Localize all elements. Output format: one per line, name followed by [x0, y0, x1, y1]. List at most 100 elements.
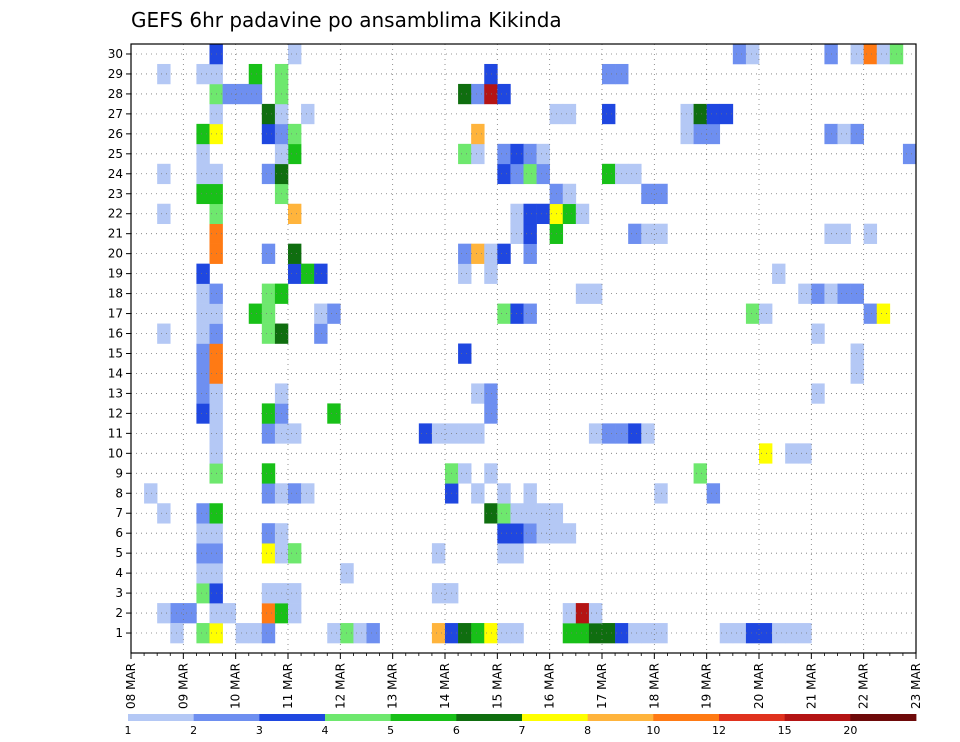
heatmap-cell: [837, 123, 851, 145]
heatmap-cell: [196, 543, 210, 564]
heatmap-cell: [510, 223, 524, 244]
heatmap-cell: [772, 263, 786, 284]
heatmap-cell: [418, 423, 433, 444]
heatmap-cell: [196, 163, 210, 185]
heatmap-cell: [497, 143, 511, 165]
heatmap-cell: [510, 143, 524, 165]
heatmap-cell: [706, 483, 721, 504]
heatmap-cell: [811, 383, 825, 404]
heatmap-cell: [301, 483, 315, 504]
x-tick-label: 15 MAR: [490, 663, 504, 709]
heatmap-cell: [588, 623, 603, 644]
y-tick-label: 3: [115, 586, 123, 600]
heatmap-cell: [327, 403, 341, 424]
y-tick-label: 15: [108, 346, 123, 360]
heatmap-cell: [366, 623, 380, 644]
heatmap-cell: [523, 143, 537, 165]
heatmap-cell: [458, 343, 472, 364]
heatmap-cell: [497, 503, 511, 524]
heatmap-cell: [641, 183, 655, 205]
heatmap-cell: [458, 83, 472, 105]
x-tick-label: 21 MAR: [804, 663, 818, 709]
heatmap-cell: [497, 243, 511, 264]
heatmap-cell: [863, 223, 878, 244]
heatmap-cell: [261, 403, 276, 424]
heatmap-cell: [575, 623, 590, 644]
y-tick-label: 8: [115, 486, 123, 500]
heatmap-cell: [353, 623, 367, 644]
heatmap-cell: [523, 163, 537, 185]
heatmap-cell: [261, 523, 276, 544]
heatmap-cell: [484, 263, 498, 284]
y-tick-label: 6: [115, 526, 123, 540]
x-tick-label: 23 MAR: [909, 663, 923, 709]
colorbar-swatch: [259, 714, 326, 721]
heatmap-cell: [811, 283, 825, 304]
heatmap-cell: [157, 163, 171, 185]
heatmap-cell: [261, 243, 276, 264]
heatmap-cell: [196, 143, 210, 165]
heatmap-cell: [261, 123, 276, 145]
heatmap-cell: [575, 203, 590, 225]
heatmap-cell: [562, 203, 577, 225]
heatmap-cell: [693, 463, 707, 484]
x-tick-label: 09 MAR: [176, 663, 190, 709]
heatmap-cell: [523, 523, 537, 544]
heatmap-cell: [628, 623, 642, 644]
heatmap-cell: [562, 603, 577, 624]
y-tick-label: 27: [108, 107, 123, 121]
heatmap-cell: [288, 123, 302, 145]
heatmap-cell: [523, 223, 537, 244]
y-tick-label: 7: [115, 506, 123, 520]
y-tick-label: 18: [108, 287, 123, 301]
heatmap-cell: [628, 423, 642, 444]
colorbar-label: 15: [778, 724, 792, 737]
heatmap-cell: [314, 323, 328, 344]
heatmap-cell: [484, 83, 498, 105]
heatmap-cell: [811, 323, 825, 344]
y-tick-label: 11: [108, 426, 123, 440]
heatmap-cell: [288, 263, 302, 284]
heatmap-cell: [628, 223, 642, 244]
colorbar-swatch: [193, 714, 260, 721]
heatmap-cell: [261, 103, 276, 125]
heatmap-cell: [288, 423, 302, 444]
colorbar-swatch: [784, 714, 851, 721]
heatmap-cell: [497, 303, 511, 324]
y-tick-label: 1: [115, 626, 123, 640]
heatmap-cell: [458, 623, 472, 644]
x-tick-label: 20 MAR: [752, 663, 766, 709]
heatmap-cell: [850, 123, 864, 145]
colorbar: 1 2 3 4 5 6 7 8 10 12 15 20: [125, 714, 917, 737]
heatmap-cell: [458, 463, 472, 484]
heatmap-cell: [510, 303, 524, 324]
heatmap-cell: [471, 623, 485, 644]
heatmap-cell: [850, 343, 864, 364]
heatmap-cell: [144, 483, 158, 504]
heatmap-cell: [588, 283, 603, 304]
heatmap-cell: [745, 623, 760, 644]
heatmap-cell: [484, 503, 498, 524]
colorbar-swatch: [522, 714, 589, 721]
heatmap-cell: [575, 283, 590, 304]
y-tick-label: 21: [108, 227, 123, 241]
heatmap-cell: [497, 623, 511, 644]
x-tick-label: 11 MAR: [281, 663, 295, 709]
heatmap-cell: [523, 503, 537, 524]
heatmap-cell: [588, 423, 603, 444]
heatmap-cell: [196, 623, 210, 644]
y-tick-label: 22: [108, 207, 123, 221]
heatmap-cell: [497, 483, 511, 504]
heatmap-cell: [510, 203, 524, 225]
colorbar-label: 7: [519, 724, 526, 737]
heatmap-cell: [562, 623, 577, 644]
heatmap-cell: [471, 423, 485, 444]
y-tick-label: 28: [108, 87, 123, 101]
colorbar-label: 8: [584, 724, 591, 737]
heatmap-cell: [288, 243, 302, 264]
colorbar-label: 6: [453, 724, 460, 737]
y-tick-label: 10: [108, 446, 123, 460]
heatmap-cell: [222, 83, 236, 105]
heatmap-cell: [536, 503, 550, 524]
y-tick-label: 12: [108, 406, 123, 420]
